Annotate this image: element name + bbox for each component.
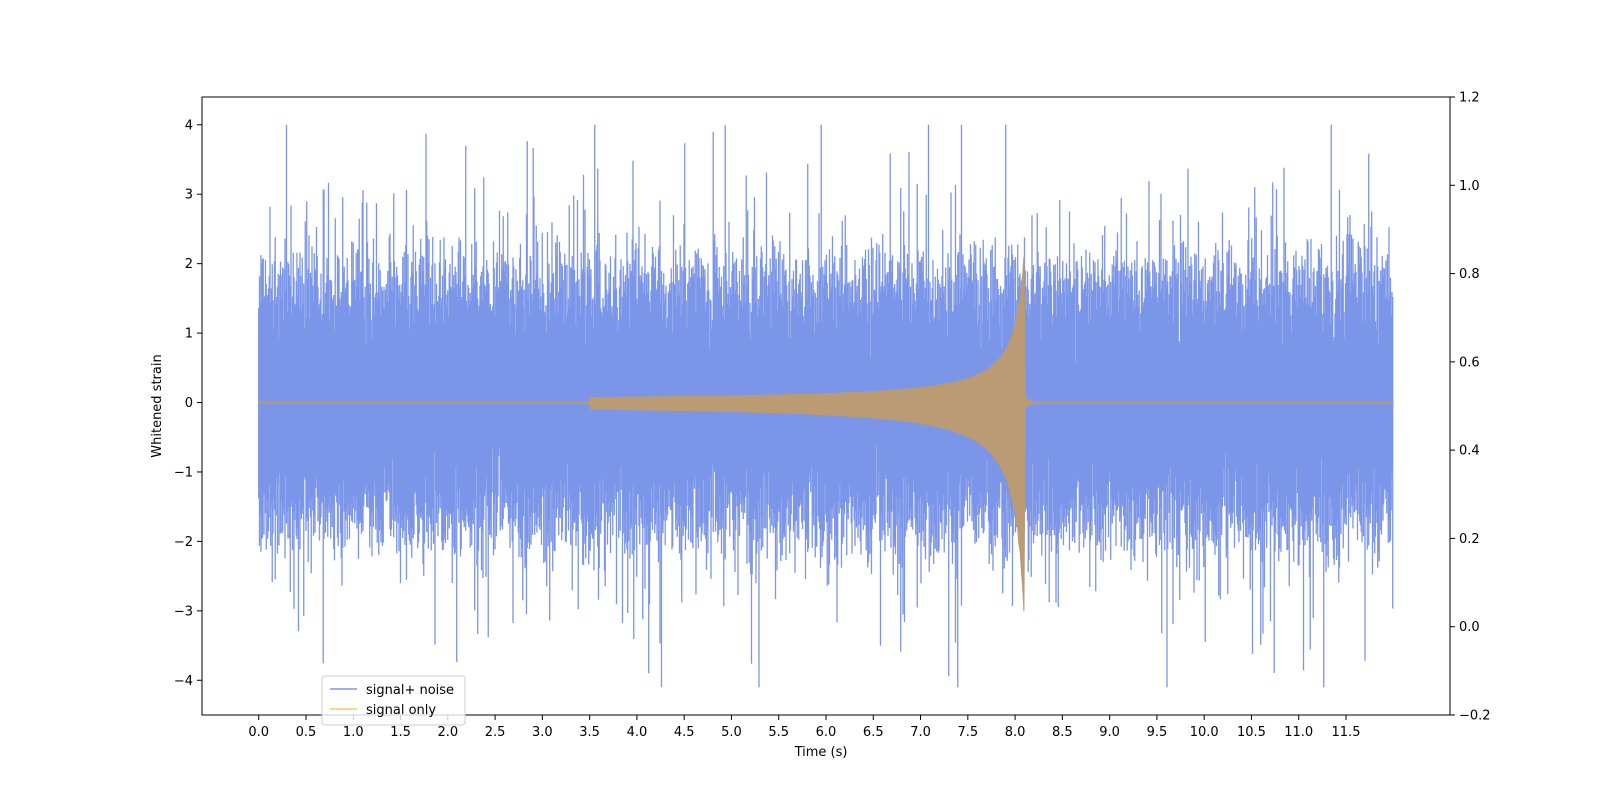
y2-tick-label: −0.2 [1459,709,1491,724]
x-tick-label: 4.0 [627,725,648,740]
y2-tick-label: 1.0 [1459,179,1480,194]
x-tick-label: 9.0 [1099,725,1120,740]
x-tick-label: 4.5 [674,725,695,740]
x-tick-label: 8.5 [1052,725,1073,740]
legend: signal+ noise signal only [321,675,466,726]
legend-label-signal-only: signal only [366,703,436,718]
x-tick-label: 7.0 [910,725,931,740]
x-axis-label: Time (s) [794,745,848,760]
legend-box [321,675,466,726]
y2-tick-label: 0.4 [1459,444,1480,459]
x-tick-label: 11.5 [1332,725,1361,740]
x-tick-label: 3.0 [532,725,553,740]
y-tick-label: −4 [174,674,193,689]
x-tick-label: 1.0 [343,725,364,740]
y2-tick-label: 1.2 [1459,91,1480,106]
y-tick-label: 1 [185,327,193,342]
x-tick-label: 10.0 [1190,725,1219,740]
x-tick-label: 2.5 [485,725,506,740]
y2-tick-label: 0.6 [1459,355,1480,370]
y-tick-label: 4 [185,118,193,133]
legend-label-signal-noise: signal+ noise [366,683,454,698]
x-tick-label: 0.5 [296,725,317,740]
x-tick-label: 0.0 [248,725,269,740]
y-tick-label: −1 [174,465,193,480]
x-tick-label: 1.5 [390,725,411,740]
y2-tick-label: 0.2 [1459,532,1480,547]
y-tick-label: 3 [185,188,193,203]
y-tick-label: −3 [174,604,193,619]
y-axis-right: −0.2 0.0 0.2 0.4 0.6 0.8 1.0 1.2 [1450,91,1491,724]
x-tick-label: 5.0 [721,725,742,740]
plot-area [258,124,1394,688]
y-tick-label: 0 [185,396,193,411]
series-signal-only [258,256,1394,612]
y-axis-left: −4 −3 −2 −1 0 1 2 3 4 [174,118,202,689]
x-axis: 0.0 0.5 1.0 1.5 2.0 2.5 3.0 3.5 4.0 4.5 5.0 5.5 6.0 6… [248,715,1360,740]
x-tick-label: 11.0 [1284,725,1313,740]
y-axis-label: Whitened strain [150,354,165,457]
x-tick-label: 3.5 [579,725,600,740]
y2-tick-label: 0.8 [1459,267,1480,282]
x-tick-label: 6.5 [863,725,884,740]
x-tick-label: 6.0 [816,725,837,740]
x-tick-label: 7.5 [957,725,978,740]
x-tick-label: 9.5 [1147,725,1168,740]
x-tick-label: 10.5 [1237,725,1266,740]
x-tick-label: 2.0 [437,725,458,740]
y2-tick-label: 0.0 [1459,620,1480,635]
y-tick-label: −2 [174,535,193,550]
x-tick-label: 8.0 [1005,725,1026,740]
x-tick-label: 5.5 [768,725,789,740]
y-tick-label: 2 [185,257,193,272]
